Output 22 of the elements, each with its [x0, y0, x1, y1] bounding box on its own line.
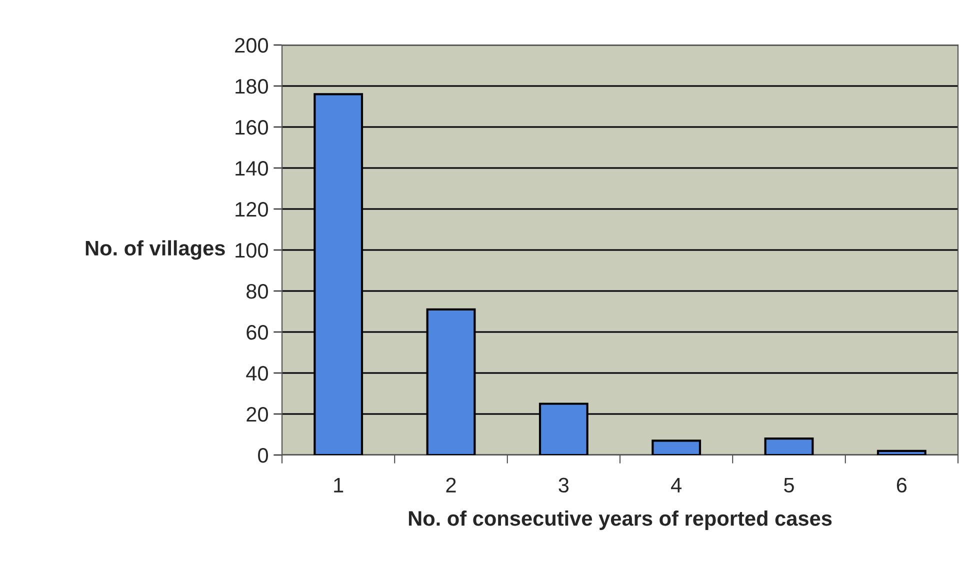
y-tick-label: 20: [246, 407, 268, 422]
y-tick-label: 80: [246, 284, 268, 299]
x-tick-label: 6: [896, 478, 907, 493]
y-tick-label: 100: [236, 243, 268, 258]
x-tick-label: 4: [671, 478, 682, 492]
x-tick-label: 3: [558, 478, 569, 493]
y-tick-label: 0: [258, 448, 268, 463]
y-tick-label: 200: [235, 38, 268, 53]
y-tick-label: 140: [236, 161, 268, 176]
x-tick-label: 5: [784, 478, 794, 493]
y-axis-title: No. of villages: [86, 240, 225, 260]
x-tick-label: 2: [446, 478, 456, 492]
x-tick-label: 1: [334, 478, 344, 492]
bar: [876, 450, 926, 455]
y-tick-label: 60: [246, 325, 268, 340]
y-tick-label: 160: [236, 120, 268, 135]
y-tick-label: 120: [236, 202, 268, 217]
y-tick-label: 180: [236, 79, 268, 94]
bar: [764, 438, 814, 455]
y-tick-label: 40: [246, 366, 268, 381]
bar: [652, 440, 702, 455]
x-axis-title: No. of consecutive years of reported cases: [408, 510, 832, 530]
